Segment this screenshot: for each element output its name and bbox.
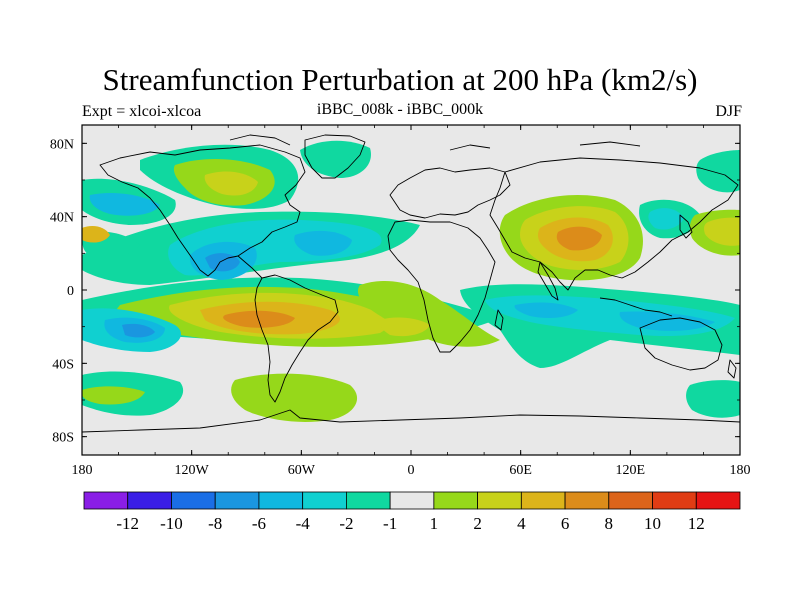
coastline-south-america: [254, 274, 339, 403]
x-tick-label: 60W: [288, 463, 316, 478]
x-tick-label: 120W: [175, 463, 210, 478]
colorbar-label: -1: [383, 514, 397, 533]
contour-fills: [82, 140, 740, 422]
y-tick-label: 0: [67, 284, 74, 299]
colorbar-label: 2: [473, 514, 482, 533]
colorbar-swatch: [695, 491, 741, 510]
contour-patch: [294, 230, 352, 256]
x-axis: 180 120W 60W 0 60E 120E 180: [72, 125, 751, 478]
contour-patch: [82, 226, 110, 243]
colorbar-label: 1: [430, 514, 439, 533]
colorbar-label: -6: [252, 514, 266, 533]
colorbar-swatch: [302, 491, 347, 510]
colorbar-swatch: [214, 491, 260, 510]
x-tick-label: 0: [408, 463, 415, 478]
contour-patch: [514, 302, 578, 318]
contour-patch: [379, 317, 430, 337]
colorbar-label: 6: [561, 514, 570, 533]
coastline-central-america: [237, 255, 263, 279]
colorbar-swatch: [520, 491, 566, 510]
contour-patch: [619, 311, 715, 331]
contour-patch: [357, 280, 500, 347]
x-tick-label: 180: [730, 463, 751, 478]
coastline-australia: [639, 317, 723, 371]
coastline-india: [537, 261, 559, 301]
colorbar-label: -12: [116, 514, 139, 533]
contour-patch: [82, 386, 145, 405]
colorbar-label: 10: [644, 514, 661, 533]
contour-patch: [89, 193, 160, 216]
contour-patch: [231, 373, 358, 422]
coastline-madagascar: [494, 309, 504, 331]
contour-patch: [686, 380, 740, 418]
contour-patch: [556, 226, 602, 251]
coastline-arctic-islands: [229, 134, 641, 151]
colorbar-swatch: [83, 491, 129, 510]
right-subtitle: DJF: [715, 103, 742, 120]
contour-patch: [223, 310, 295, 328]
coastline-greenland: [304, 134, 366, 179]
x-tick-label: 180: [72, 463, 93, 478]
colorbar-swatch: [608, 491, 653, 510]
coastline-antarctica: [82, 409, 740, 433]
coastline-north-america: [99, 144, 306, 277]
coastline-africa: [387, 219, 496, 353]
left-subtitle: Expt = xlcoi-xlcoa: [82, 103, 202, 120]
center-subtitle: iBBC_008k - iBBC_000k: [316, 101, 484, 118]
contour-patch: [704, 217, 740, 246]
y-tick-label: 40S: [52, 357, 74, 372]
y-axis: 80N 40N 0 40S 80S: [50, 137, 740, 446]
colorbar-swatch: [652, 491, 697, 510]
colorbar: -12 -10 -8 -6 -4 -2 -1 1 2 4 6 8 10 12: [83, 491, 741, 533]
colorbar-swatch: [258, 491, 304, 510]
x-tick-label: 120E: [616, 463, 646, 478]
coastline-asia: [489, 157, 739, 291]
colorbar-label: 12: [688, 514, 705, 533]
colorbar-label: -4: [296, 514, 311, 533]
y-tick-label: 80N: [50, 137, 74, 152]
coastline-new-zealand: [727, 359, 737, 379]
coastline-europe: [389, 167, 511, 219]
chart-title: Streamfunction Perturbation at 200 hPa (…: [102, 62, 698, 97]
coastline-japan: [679, 214, 693, 239]
contour-patch: [648, 208, 684, 230]
colorbar-label: 4: [517, 514, 526, 533]
colorbar-swatch: [171, 491, 216, 510]
contour-patch: [204, 171, 258, 196]
colorbar-label: -10: [160, 514, 183, 533]
coastline-indonesia: [599, 297, 673, 317]
colorbar-label: 8: [605, 514, 614, 533]
y-tick-label: 40N: [50, 211, 74, 226]
colorbar-swatch: [564, 491, 610, 510]
colorbar-label: -8: [208, 514, 222, 533]
colorbar-swatch: [389, 491, 435, 510]
colorbar-swatch: [433, 491, 479, 510]
contour-patch: [122, 323, 155, 338]
colorbar-label: -2: [339, 514, 353, 533]
colorbar-swatch: [127, 491, 172, 510]
x-tick-label: 60E: [509, 463, 532, 478]
contour-patch: [696, 150, 740, 193]
coastlines: [82, 134, 740, 433]
colorbar-swatch: [477, 491, 522, 510]
y-tick-label: 80S: [52, 431, 74, 446]
contour-patch: [300, 140, 371, 178]
colorbar-swatch: [345, 491, 391, 510]
map-plot-area: [82, 125, 740, 455]
